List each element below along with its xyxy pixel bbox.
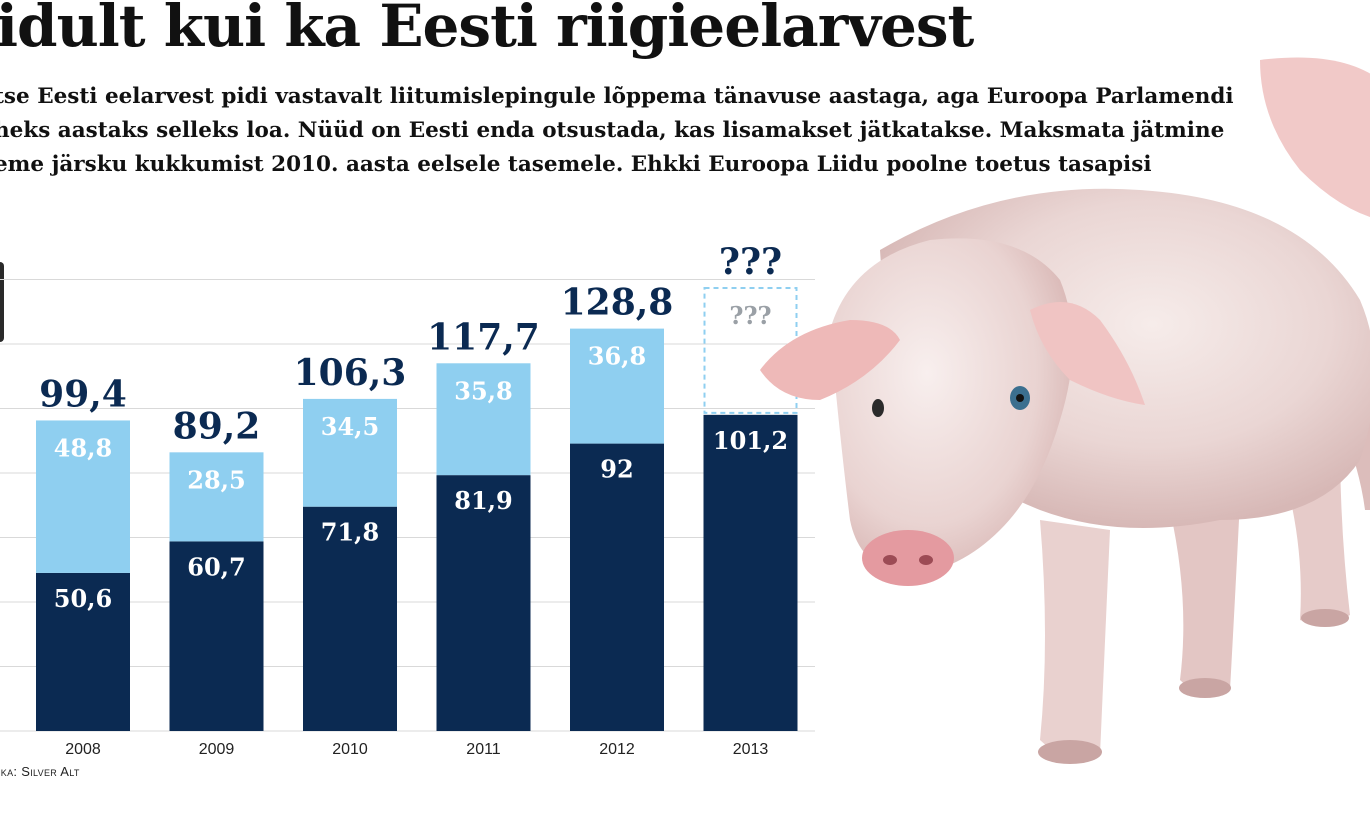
- bar-value-label: 36,8: [588, 342, 646, 371]
- stacked-bar-chart: 50,6 48,8 99,4 2008 60,7 28,5 89,2 2009 71,8 34,5…: [0, 241, 815, 758]
- bar-total-label: 106,3: [294, 352, 407, 394]
- bar-total-label: 89,2: [173, 405, 261, 447]
- bar-segment-additional: [436, 363, 531, 476]
- bar-segment-base: [703, 414, 798, 731]
- bar-total-label: 128,8: [561, 282, 674, 324]
- bar-segment-base: [169, 541, 264, 731]
- bar-value-label: 92: [600, 455, 633, 484]
- bar-segment-base: [436, 475, 531, 731]
- cropped-legend-marker: [0, 262, 4, 342]
- lead-line: heks aastaks selleks loa. Nüüd on Eesti …: [0, 118, 1225, 143]
- x-tick-label: 2008: [65, 741, 101, 758]
- bar-segment-base: [303, 506, 397, 731]
- chart-title: idult kui ka Eesti riigieelarvest: [0, 0, 974, 60]
- bar-segment-additional: [36, 420, 130, 573]
- credit-name: Silver Alt: [21, 764, 80, 779]
- bar-value-label: 71,8: [321, 518, 379, 547]
- x-tick-label: 2013: [733, 741, 769, 758]
- bar-value-label: 81,9: [454, 486, 512, 515]
- bar-value-label: ???: [729, 301, 771, 330]
- bar-segment-additional: [169, 452, 264, 542]
- bar-value-label: 50,6: [54, 584, 112, 613]
- bar-value-label: 35,8: [454, 376, 512, 405]
- x-tick-label: 2012: [599, 741, 635, 758]
- bar-value-label: 60,7: [187, 552, 245, 581]
- bar-segment-additional: [570, 328, 664, 444]
- lead-line: eme järsku kukkumist 2010. aasta eelsele…: [0, 152, 1152, 177]
- bar-value-label: 101,2: [713, 426, 788, 455]
- bar-segment-base: [36, 572, 130, 731]
- bar-total-label: 99,4: [39, 373, 127, 415]
- bar-segment-base: [570, 443, 664, 731]
- x-tick-label: 2011: [466, 741, 501, 758]
- bar-total-label: ???: [719, 241, 782, 283]
- credit-prefix: ika:: [0, 764, 22, 779]
- bar-value-label: 48,8: [54, 433, 112, 462]
- lead-line: tse Eesti eelarvest pidi vastavalt liitu…: [0, 84, 1234, 109]
- x-tick-label: 2009: [199, 741, 235, 758]
- bar-value-label: 28,5: [187, 465, 245, 494]
- graphic-credit: ika: Silver Alt: [0, 764, 80, 779]
- lead-paragraph: tse Eesti eelarvest pidi vastavalt liitu…: [0, 80, 1234, 182]
- bar-segment-additional: [303, 398, 397, 507]
- x-tick-label: 2010: [332, 741, 368, 758]
- bar-total-label: 117,7: [427, 316, 540, 358]
- pig-photo-icon: [760, 57, 1370, 764]
- bar-value-label: 34,5: [321, 412, 379, 441]
